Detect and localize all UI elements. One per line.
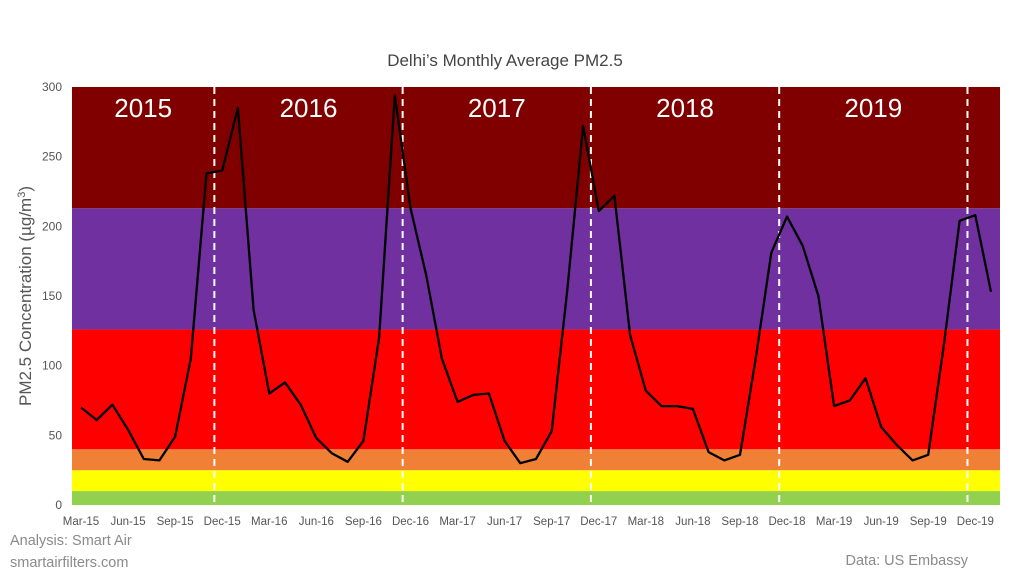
- aqi-bands: [72, 87, 1000, 505]
- x-tick-label: Jun-17: [487, 516, 522, 528]
- series-line: [80, 94, 993, 465]
- x-tick-label: Mar-17: [439, 516, 475, 528]
- chart-title: Delhi’s Monthly Average PM2.5: [387, 51, 623, 70]
- x-tick-label: Sep-17: [533, 516, 570, 528]
- x-tick-label: Sep-18: [721, 516, 758, 528]
- year-label-2018: 2018: [656, 93, 714, 123]
- y-axis-label: PM2.5 Concentration (µg/m3): [16, 186, 35, 406]
- x-tick-label: Mar-18: [628, 516, 664, 528]
- x-tick-label: Dec-17: [580, 516, 617, 528]
- x-tick-label: Sep-16: [345, 516, 382, 528]
- x-tick-label: Dec-16: [392, 516, 429, 528]
- x-tick-label: Jun-15: [110, 516, 145, 528]
- x-tick-label: Dec-18: [768, 516, 805, 528]
- y-tick-label: 100: [42, 359, 62, 373]
- y-tick-label: 250: [42, 150, 62, 164]
- y-tick-label: 50: [49, 428, 63, 442]
- year-label-2017: 2017: [468, 93, 526, 123]
- y-axis: 0 50 100 150 200 250 300: [42, 80, 62, 512]
- band-1: [72, 470, 1000, 492]
- band-3: [72, 329, 1000, 450]
- y-tick-label: 200: [42, 219, 62, 233]
- year-dividers: [213, 87, 969, 505]
- year-label-2015: 2015: [114, 93, 172, 123]
- y-tick-label: 300: [42, 80, 62, 94]
- year-label-2016: 2016: [280, 93, 338, 123]
- year-label-2019: 2019: [844, 93, 902, 123]
- x-axis: Mar-15 Jun-15 Sep-15 Dec-15 Mar-16 Jun-16 Sep-…: [63, 516, 994, 528]
- x-tick-label: Mar-15: [63, 516, 99, 528]
- x-tick-label: Dec-15: [204, 516, 241, 528]
- band-4: [72, 208, 1000, 330]
- y-tick-label: 0: [55, 498, 62, 512]
- credit-data-source: Data: US Embassy: [846, 553, 969, 569]
- x-tick-label: Jun-18: [675, 516, 710, 528]
- x-tick-label: Sep-15: [157, 516, 194, 528]
- x-tick-label: Jun-16: [299, 516, 334, 528]
- year-labels: 2015 2016 2017 2018 2019: [114, 93, 902, 123]
- y-tick-label: 150: [42, 289, 62, 303]
- band-5: [72, 87, 1000, 209]
- x-tick-label: Sep-19: [910, 516, 947, 528]
- pm25-series: [80, 94, 993, 465]
- x-tick-label: Dec-19: [957, 516, 994, 528]
- credit-analysis: Analysis: Smart Air: [10, 533, 132, 549]
- credit-site: smartairfilters.com: [10, 555, 128, 571]
- x-tick-label: Mar-16: [251, 516, 287, 528]
- band-0: [72, 491, 1000, 505]
- x-tick-label: Jun-19: [864, 516, 899, 528]
- x-tick-label: Mar-19: [816, 516, 852, 528]
